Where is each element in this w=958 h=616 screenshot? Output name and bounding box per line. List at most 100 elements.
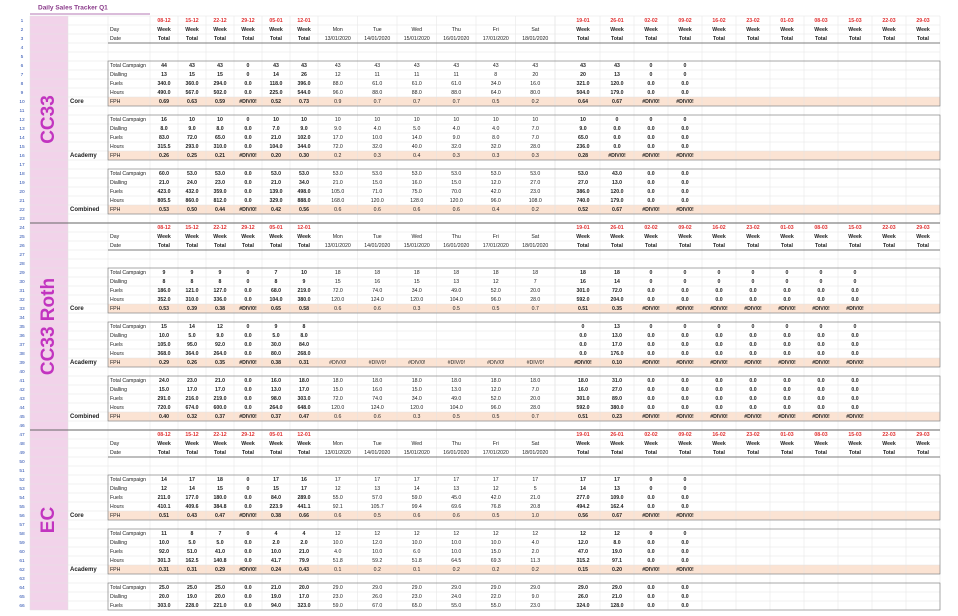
cell-value: 0.0: [244, 135, 251, 141]
cell-value: 20.0: [530, 288, 540, 294]
cell-value: 18: [217, 477, 223, 483]
cell-value: 294.0: [214, 81, 227, 87]
cell-value: 104.0: [450, 405, 463, 411]
cell-value: 180.0: [214, 495, 227, 501]
column-header: Week: [814, 234, 828, 240]
cell-value: 211.0: [158, 495, 171, 501]
cell-value: 32.0: [491, 144, 501, 150]
cell-value: 0.0: [244, 549, 251, 555]
cell-value: 0.0: [647, 297, 654, 303]
row-number: 17: [19, 162, 25, 168]
cell-value: 34.0: [491, 81, 501, 87]
cell-value: 0.0: [681, 549, 688, 555]
cell-value: 71.0: [372, 189, 382, 195]
cell-value: 10: [273, 117, 279, 123]
cell-value: 9: [275, 324, 278, 330]
metric-label: Total Campaign: [110, 117, 146, 123]
cell-value: 236.0: [577, 144, 590, 150]
cell-value: 17: [301, 486, 307, 492]
metric-label: Dialling: [110, 486, 127, 492]
row-number: 51: [19, 468, 25, 474]
cell-value: 42.0: [491, 495, 501, 501]
cell-value: 0.0: [715, 387, 722, 393]
cell-value: 14: [273, 72, 279, 78]
cell-value: 0.0: [817, 405, 824, 411]
column-header: Total: [883, 450, 896, 456]
column-header: Week: [576, 27, 590, 33]
cell-value: 0.0: [244, 189, 251, 195]
column-header: Total: [214, 36, 227, 42]
cell-value: 0.0: [681, 351, 688, 357]
metric-label: Total Campaign: [110, 585, 146, 591]
metric-label: Fuels: [110, 288, 123, 294]
cell-value: 28.0: [530, 144, 540, 150]
cell-value: 2.0: [532, 549, 539, 555]
cell-value: 0.0: [244, 504, 251, 510]
column-header: Week: [241, 234, 255, 240]
cell-value: 0.25: [187, 153, 197, 159]
cell-value: 0.6: [453, 207, 460, 213]
cell-value: #DIV/0!: [642, 414, 660, 420]
metric-label: FPH: [110, 153, 121, 159]
cell-value: 10: [414, 117, 420, 123]
cell-value: 18: [614, 270, 620, 276]
row-number: 4: [21, 45, 24, 51]
cell-value: 228.0: [186, 603, 199, 609]
cell-value: 29.0: [491, 585, 501, 591]
column-header: Total: [747, 36, 760, 42]
cell-value: 10.0: [372, 549, 382, 555]
week-date: 22-03: [882, 432, 895, 438]
cell-value: 410.1: [158, 504, 171, 510]
cell-value: 53.0: [187, 171, 197, 177]
cell-value: 6.0: [413, 549, 420, 555]
cell-value: 340.0: [158, 81, 171, 87]
cell-value: 43: [301, 63, 307, 69]
cell-value: 31.0: [612, 378, 622, 384]
column-header: Week: [297, 441, 311, 447]
metric-label: FPH: [110, 207, 121, 213]
column-header: Total: [645, 450, 658, 456]
week-date: 01-03: [780, 18, 793, 24]
cell-value: 51.0: [187, 549, 197, 555]
cell-value: 0: [650, 270, 653, 276]
cell-value: 104.0: [450, 297, 463, 303]
cell-value: 0: [854, 324, 857, 330]
cell-value: 14: [580, 486, 586, 492]
week-date: 23-02: [746, 18, 759, 24]
cell-value: 0.15: [578, 567, 588, 573]
cell-value: 17.0: [299, 594, 309, 600]
cell-value: 600.0: [214, 405, 227, 411]
cell-value: 10: [217, 117, 223, 123]
metric-label: Hours: [110, 405, 124, 411]
cell-value: 0.2: [532, 567, 539, 573]
cell-value: 23.0: [187, 378, 197, 384]
row-number: 9: [21, 90, 24, 96]
cell-value: 30.0: [271, 342, 281, 348]
cell-value: 0.0: [681, 198, 688, 204]
row-number: 46: [19, 423, 25, 429]
cell-value: 2.0: [272, 540, 279, 546]
cell-value: 0: [684, 279, 687, 285]
cell-value: 7: [219, 531, 222, 537]
block-outline: [107, 267, 941, 314]
row-number: 45: [19, 414, 25, 420]
cell-value: 27.0: [612, 387, 622, 393]
cell-value: 99.4: [412, 504, 422, 510]
metric-label: Dialling: [110, 72, 127, 78]
cell-value: 10.0: [159, 540, 169, 546]
cell-value: 4.0: [334, 549, 341, 555]
cell-value: 21.0: [271, 585, 281, 591]
cell-value: 20.0: [299, 585, 309, 591]
cell-value: 76.8: [491, 504, 501, 510]
cell-value: 15.0: [333, 387, 343, 393]
cell-value: 0.20: [612, 567, 622, 573]
cell-value: 441.1: [298, 504, 311, 510]
block-outline: [107, 528, 941, 575]
cell-value: 55.0: [451, 603, 461, 609]
cell-value: 0.0: [244, 90, 251, 96]
cell-value: 9.0: [334, 126, 341, 132]
cell-value: 409.6: [186, 504, 199, 510]
column-header: Wed: [411, 27, 422, 33]
cell-value: 0.0: [851, 333, 858, 339]
cell-value: 0.0: [749, 288, 756, 294]
